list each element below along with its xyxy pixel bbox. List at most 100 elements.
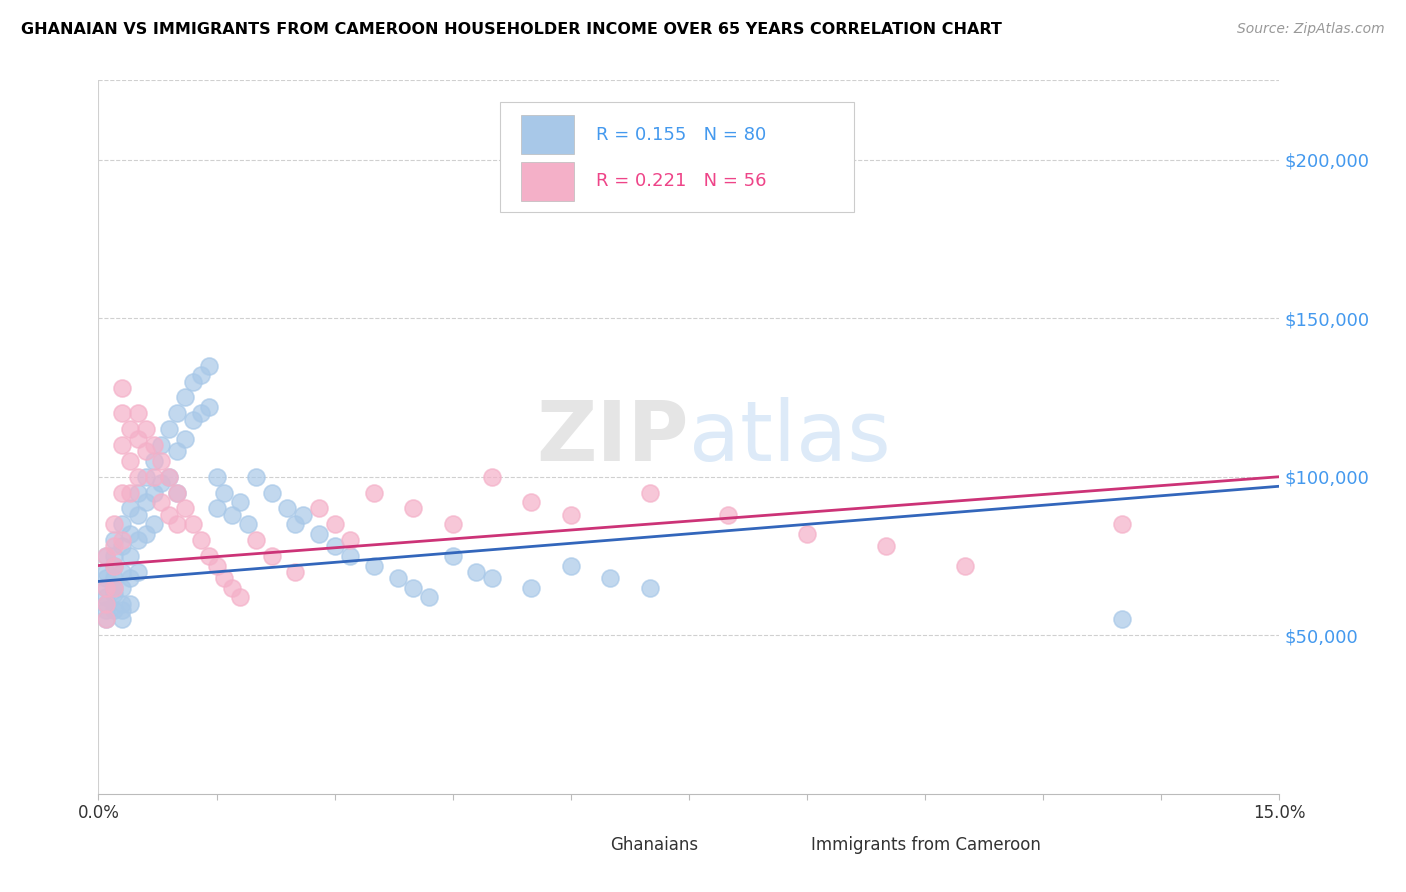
Text: Immigrants from Cameroon: Immigrants from Cameroon [811, 837, 1040, 855]
Point [221, 508, 243, 522]
Point [875, 540, 897, 554]
Point [111, 597, 134, 611]
Text: ZIP: ZIP [537, 397, 689, 477]
Point [560, 558, 582, 573]
Point [197, 549, 219, 563]
Point [103, 549, 125, 563]
Point [142, 454, 165, 468]
Point [276, 501, 298, 516]
Point [96, 565, 118, 579]
Point [103, 558, 125, 573]
Point [308, 501, 330, 516]
Point [1111, 517, 1133, 532]
Point [127, 565, 149, 579]
Point [717, 508, 740, 522]
Point [103, 571, 125, 585]
Point [111, 540, 134, 554]
Point [103, 540, 125, 554]
Point [245, 533, 267, 548]
Point [323, 517, 346, 532]
Point [142, 485, 165, 500]
Point [103, 581, 125, 595]
Text: Source: ZipAtlas.com: Source: ZipAtlas.com [1237, 22, 1385, 37]
Point [221, 581, 243, 595]
Point [292, 508, 315, 522]
Point [1111, 612, 1133, 626]
Point [127, 533, 149, 548]
FancyBboxPatch shape [754, 832, 801, 858]
Point [111, 381, 134, 395]
Point [118, 454, 141, 468]
Point [111, 603, 134, 617]
Point [118, 571, 141, 585]
Point [166, 517, 188, 532]
Point [245, 469, 267, 483]
Point [118, 597, 141, 611]
Point [402, 581, 425, 595]
Point [229, 495, 252, 509]
Point [118, 526, 141, 541]
Point [190, 533, 212, 548]
Point [402, 501, 425, 516]
Point [135, 444, 157, 458]
Point [111, 565, 134, 579]
Point [339, 533, 361, 548]
Point [181, 412, 204, 426]
Point [197, 359, 219, 373]
Point [135, 495, 157, 509]
Point [111, 406, 134, 420]
Point [260, 549, 283, 563]
FancyBboxPatch shape [522, 161, 575, 201]
Point [142, 469, 165, 483]
Point [236, 517, 259, 532]
Point [103, 517, 125, 532]
Point [363, 558, 385, 573]
Point [166, 406, 188, 420]
Point [111, 517, 134, 532]
Point [181, 517, 204, 532]
Point [796, 526, 818, 541]
Point [142, 438, 165, 452]
Point [157, 469, 180, 483]
Point [96, 597, 118, 611]
Point [118, 501, 141, 516]
Point [96, 612, 118, 626]
Point [481, 571, 503, 585]
Point [197, 400, 219, 414]
Point [229, 591, 252, 605]
Point [205, 469, 228, 483]
Point [174, 432, 197, 446]
Point [323, 540, 346, 554]
Point [638, 581, 661, 595]
Text: R = 0.221   N = 56: R = 0.221 N = 56 [596, 172, 766, 190]
Point [111, 438, 134, 452]
Point [103, 581, 125, 595]
Point [363, 485, 385, 500]
Point [181, 375, 204, 389]
Point [284, 517, 307, 532]
Point [190, 368, 212, 383]
FancyBboxPatch shape [522, 115, 575, 154]
Point [96, 597, 118, 611]
Point [166, 485, 188, 500]
Text: R = 0.155   N = 80: R = 0.155 N = 80 [596, 126, 766, 144]
Point [441, 517, 464, 532]
Point [96, 603, 118, 617]
Point [339, 549, 361, 563]
Point [465, 565, 488, 579]
Point [96, 549, 118, 563]
Point [157, 422, 180, 436]
Point [96, 581, 118, 595]
Point [127, 406, 149, 420]
Point [418, 591, 440, 605]
Point [111, 485, 134, 500]
Point [157, 469, 180, 483]
Point [953, 558, 976, 573]
FancyBboxPatch shape [501, 102, 855, 212]
Point [190, 406, 212, 420]
Point [96, 612, 118, 626]
Point [214, 571, 236, 585]
Point [118, 549, 141, 563]
Point [166, 444, 188, 458]
Point [387, 571, 409, 585]
